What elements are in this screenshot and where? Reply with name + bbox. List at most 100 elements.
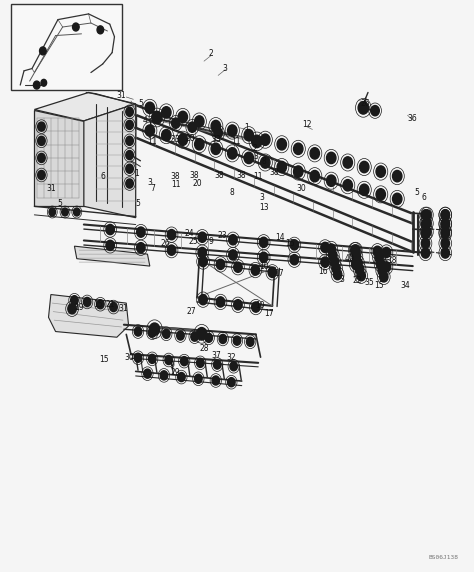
Circle shape bbox=[73, 208, 80, 216]
Circle shape bbox=[441, 220, 449, 229]
Circle shape bbox=[167, 245, 176, 255]
Circle shape bbox=[382, 247, 391, 257]
Circle shape bbox=[126, 108, 133, 116]
Text: 26: 26 bbox=[360, 100, 370, 108]
Circle shape bbox=[441, 227, 449, 237]
Text: 11: 11 bbox=[231, 137, 240, 146]
Text: 3: 3 bbox=[339, 275, 344, 284]
Text: 34: 34 bbox=[401, 281, 410, 291]
Circle shape bbox=[244, 152, 254, 164]
Text: 9: 9 bbox=[170, 361, 174, 370]
Circle shape bbox=[178, 111, 188, 122]
Circle shape bbox=[145, 102, 155, 113]
Circle shape bbox=[211, 120, 220, 132]
Circle shape bbox=[110, 303, 117, 312]
Circle shape bbox=[134, 327, 142, 336]
Text: 38: 38 bbox=[170, 172, 180, 181]
Circle shape bbox=[343, 180, 353, 191]
Text: 5: 5 bbox=[58, 199, 63, 208]
Text: 23: 23 bbox=[217, 232, 227, 240]
Circle shape bbox=[197, 328, 207, 340]
Circle shape bbox=[219, 335, 227, 344]
Text: 10: 10 bbox=[260, 261, 269, 271]
Circle shape bbox=[191, 332, 198, 341]
Circle shape bbox=[229, 235, 237, 245]
Text: 11: 11 bbox=[254, 172, 263, 181]
Circle shape bbox=[68, 304, 76, 314]
Text: 12: 12 bbox=[302, 121, 311, 129]
Text: 19: 19 bbox=[74, 303, 84, 312]
Circle shape bbox=[376, 189, 385, 200]
Circle shape bbox=[359, 184, 369, 196]
Circle shape bbox=[83, 297, 91, 307]
Text: 24: 24 bbox=[184, 229, 194, 238]
Circle shape bbox=[441, 210, 449, 220]
Circle shape bbox=[211, 143, 220, 154]
Circle shape bbox=[97, 300, 104, 309]
Circle shape bbox=[199, 256, 207, 267]
Text: 1: 1 bbox=[244, 123, 249, 132]
Text: 38: 38 bbox=[190, 170, 200, 180]
Circle shape bbox=[380, 272, 388, 282]
Text: 30: 30 bbox=[297, 184, 306, 193]
Text: 15: 15 bbox=[285, 239, 295, 248]
Circle shape bbox=[421, 220, 430, 229]
Text: 5: 5 bbox=[415, 188, 419, 197]
Circle shape bbox=[205, 333, 212, 343]
Text: 30: 30 bbox=[125, 353, 135, 362]
Text: 5: 5 bbox=[136, 199, 140, 208]
Circle shape bbox=[106, 224, 114, 235]
Text: 5: 5 bbox=[138, 100, 143, 108]
Circle shape bbox=[234, 262, 242, 272]
Circle shape bbox=[62, 208, 68, 216]
Circle shape bbox=[97, 26, 104, 34]
Text: 31: 31 bbox=[46, 184, 55, 193]
Circle shape bbox=[137, 243, 145, 253]
Text: 3: 3 bbox=[223, 64, 228, 73]
Circle shape bbox=[357, 271, 365, 281]
Text: 26: 26 bbox=[161, 239, 170, 248]
Text: 33: 33 bbox=[171, 134, 181, 144]
Circle shape bbox=[423, 210, 431, 220]
Text: 4: 4 bbox=[143, 117, 147, 125]
Circle shape bbox=[441, 228, 449, 239]
Circle shape bbox=[441, 248, 449, 258]
Circle shape bbox=[352, 245, 360, 255]
Circle shape bbox=[421, 210, 430, 220]
Circle shape bbox=[163, 329, 170, 339]
Text: 13: 13 bbox=[260, 203, 269, 212]
Text: 1: 1 bbox=[134, 169, 139, 178]
Text: 32: 32 bbox=[227, 353, 236, 362]
Circle shape bbox=[37, 170, 45, 180]
Circle shape bbox=[49, 208, 55, 216]
Circle shape bbox=[230, 362, 237, 371]
Circle shape bbox=[421, 248, 430, 258]
Circle shape bbox=[126, 120, 133, 129]
Circle shape bbox=[34, 81, 40, 89]
Circle shape bbox=[195, 138, 204, 150]
Text: 11: 11 bbox=[147, 137, 157, 146]
Circle shape bbox=[144, 369, 151, 378]
Text: 22: 22 bbox=[352, 276, 362, 285]
Circle shape bbox=[277, 161, 286, 173]
Circle shape bbox=[165, 355, 173, 364]
Text: 15: 15 bbox=[93, 300, 103, 309]
Circle shape bbox=[178, 134, 188, 145]
Polygon shape bbox=[84, 104, 136, 218]
Polygon shape bbox=[48, 295, 128, 337]
Circle shape bbox=[293, 166, 303, 177]
Circle shape bbox=[126, 164, 133, 173]
Circle shape bbox=[177, 331, 184, 340]
Circle shape bbox=[378, 265, 386, 276]
Circle shape bbox=[126, 136, 133, 145]
Text: 6: 6 bbox=[422, 193, 427, 202]
Circle shape bbox=[37, 136, 45, 145]
Circle shape bbox=[290, 255, 299, 265]
Text: 31: 31 bbox=[117, 91, 127, 100]
Circle shape bbox=[126, 150, 133, 160]
Circle shape bbox=[359, 161, 369, 173]
Circle shape bbox=[358, 102, 368, 114]
Circle shape bbox=[259, 237, 268, 248]
Circle shape bbox=[134, 353, 142, 362]
Polygon shape bbox=[35, 93, 136, 121]
